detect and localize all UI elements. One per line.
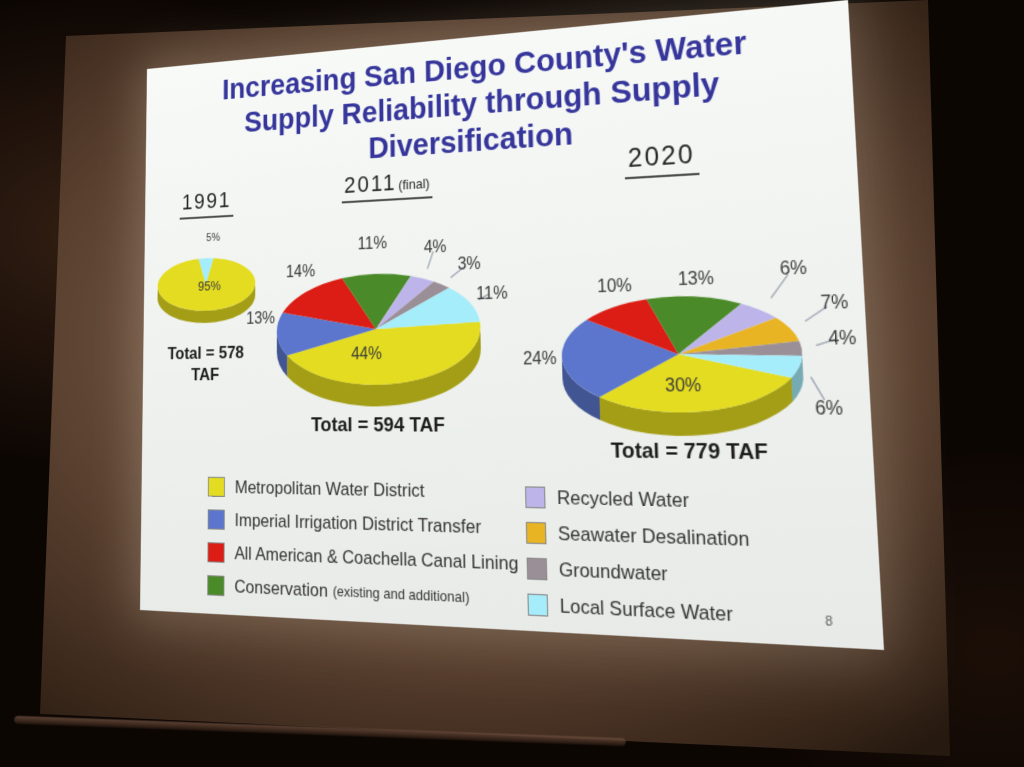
pie-slice-imperial-irrigation-district-transfer — [276, 309, 377, 356]
pie-percent-label: 14% — [286, 260, 315, 280]
total-1991: Total = 578 TAF — [167, 342, 244, 385]
pie-percent-label: 4% — [828, 326, 857, 349]
pie-percent-label: 6% — [779, 256, 807, 278]
legend-label: Conservation — [234, 575, 328, 601]
pie-percent-label: 13% — [677, 267, 714, 289]
metropolitan-swatch — [207, 476, 225, 498]
legend-right-column: Recycled Water Seawater Desalination Groun… — [524, 479, 754, 634]
page-number: 8 — [824, 614, 834, 630]
pie-slice-local-surface-water — [198, 257, 214, 285]
pie-percent-label: 95% — [198, 280, 221, 295]
legend-label: Seawater Desalination — [557, 522, 750, 551]
pie-percent-label: 3% — [457, 252, 481, 273]
pie-2011: 44% 13% 14% 11% 4% 3% 11% — [246, 232, 508, 407]
legend-label: Groundwater — [558, 558, 669, 585]
conservation-swatch — [207, 575, 225, 597]
pie-percent-label: 13% — [246, 307, 275, 327]
pie-percent-label: 7% — [820, 290, 849, 313]
imperial-swatch — [207, 509, 225, 530]
pie-percent-label: 24% — [523, 347, 557, 368]
pie-slice-metropolitan-water-district — [157, 256, 256, 313]
canal_lining-swatch — [207, 542, 225, 563]
recycled-swatch — [524, 486, 546, 509]
pie-percent-label: 6% — [814, 396, 843, 418]
legend-label: All American & Coachella Canal Lining — [234, 542, 519, 574]
total-2020: Total = 779 TAF — [610, 439, 769, 466]
groundwater-swatch — [526, 557, 548, 581]
legend-label: Recycled Water — [556, 486, 690, 512]
pie-slice-conservation-existing-and-additional- — [342, 272, 412, 330]
pie-2020: 30% 24% 10% 13% 6% 7% 4% 6% — [523, 256, 857, 437]
pie-charts-canvas: 5% 95% 44% 13% 14% 11% 4% 3% 11% 30% 24% 10% 13% 6% 7%… — [157, 231, 857, 437]
legend-label: Local Surface Water — [559, 594, 734, 626]
legend-item: Recycled Water — [524, 479, 749, 520]
legend-left-column: Metropolitan Water District Imperial Irri… — [207, 470, 519, 617]
label-leader-line — [770, 275, 788, 297]
pie-percent-label: 4% — [424, 236, 447, 257]
pie-percent-label: 11% — [476, 282, 508, 303]
pie-percent-label: 44% — [351, 343, 382, 363]
pie-percent-label: 30% — [665, 374, 702, 396]
pie-percent-label: 5% — [206, 231, 220, 244]
legend-label: Metropolitan Water District — [234, 476, 425, 501]
legend-label: Imperial Irrigation District Transfer — [234, 509, 482, 538]
legend-label-suffix: (existing and additional) — [332, 582, 470, 606]
pie-1991: 5% 95% — [157, 231, 256, 325]
total-2011: Total = 594 TAF — [310, 413, 446, 438]
slide: Increasing San Diego County's Water Supp… — [140, 0, 885, 650]
local_surface-swatch — [527, 593, 549, 617]
seawater-swatch — [525, 521, 547, 545]
pie-percent-label: 11% — [358, 232, 387, 253]
pie-percent-label: 10% — [597, 274, 632, 296]
